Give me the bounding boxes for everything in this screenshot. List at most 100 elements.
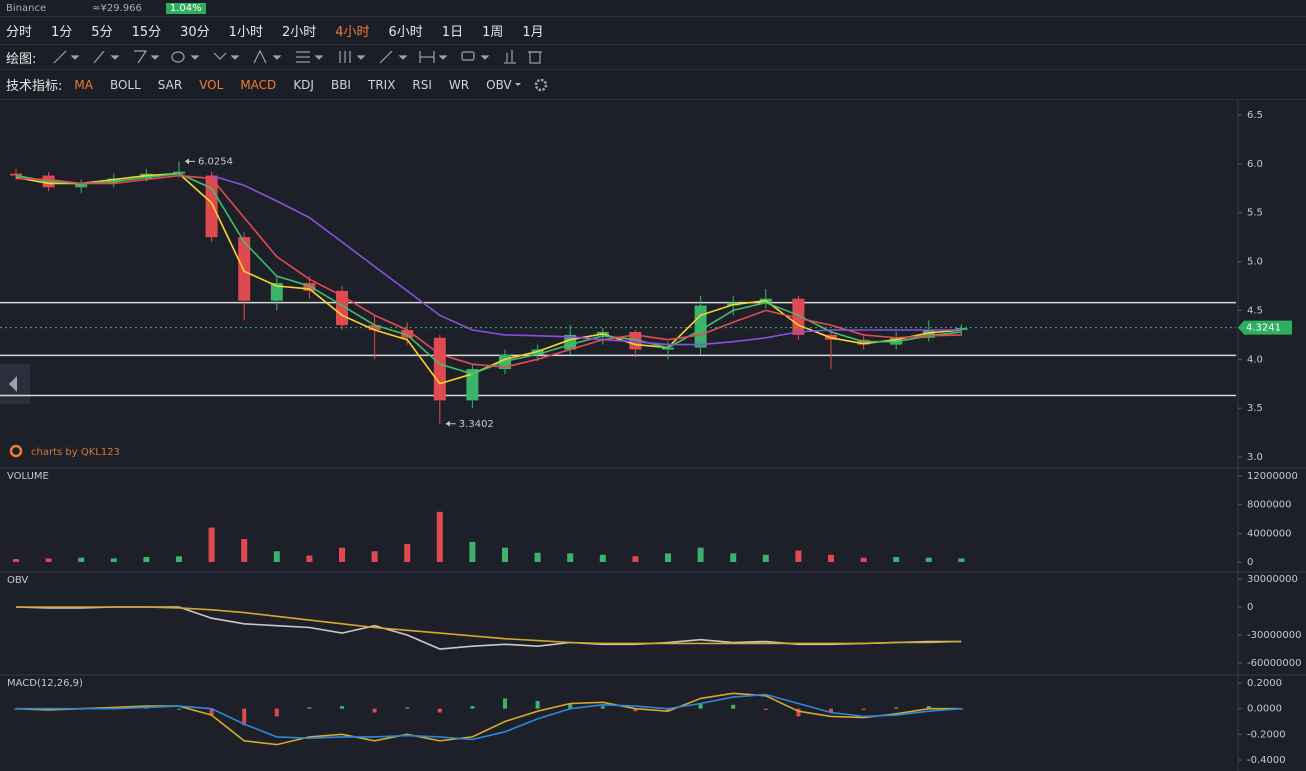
candle-body (368, 325, 381, 330)
timeframe-tab[interactable]: 分时 (6, 25, 33, 40)
indicator-bar: 技术指标: MA BOLL SAR VOL MACD KDJ BBI TRIX RSI WR OBV (0, 70, 1306, 100)
last-price-tag (1238, 320, 1292, 335)
macd-bar (894, 707, 899, 709)
last-price-label: 4.3241 (1246, 323, 1281, 334)
indicator-icons[interactable] (514, 75, 569, 95)
indicator-tab[interactable]: KDJ (293, 77, 314, 92)
indicator-label: 技术指标: (6, 79, 63, 94)
header-bar: Binance ≈¥29.966 1.04% (0, 0, 1306, 17)
timeframe-tab[interactable]: 30分 (180, 25, 210, 40)
volume-bar (502, 547, 508, 562)
indicator-tab[interactable]: OBV (486, 77, 512, 92)
macd-bar (829, 708, 833, 713)
y-tick-label: 0 (1247, 557, 1253, 568)
y-tick-label: 0 (1247, 602, 1253, 613)
macd-bar (405, 707, 410, 709)
macd-bar (242, 708, 247, 726)
timeframe-tab[interactable]: 1月 (522, 25, 544, 40)
timeframe-tab[interactable]: 1周 (482, 25, 504, 40)
ma-line (15, 172, 962, 375)
panel-title: OBV (7, 575, 28, 586)
collapse-button[interactable] (0, 364, 30, 404)
macd-bar (698, 703, 703, 709)
price: ≈¥29.966 (92, 2, 142, 14)
macd-bar (568, 703, 573, 709)
volume-bar (241, 539, 248, 562)
macd-bar (796, 708, 801, 717)
volume-bar (436, 511, 443, 562)
timeframe-tab[interactable]: 4小时 (335, 25, 370, 40)
drawing-bar: 绘图: (0, 45, 1306, 70)
indicator-tab[interactable]: MA (74, 77, 93, 92)
timeframe-tab[interactable]: 1日 (441, 25, 464, 40)
candle-body (238, 237, 251, 301)
volume-bar (860, 557, 867, 562)
drawing-label: 绘图: (6, 51, 37, 67)
extreme-label: 3.3402 (459, 419, 494, 430)
volume-bar (730, 553, 737, 562)
volume-bar (665, 553, 671, 562)
y-tick-label: -0.4000 (1247, 755, 1286, 766)
collapse-arrow[interactable] (9, 376, 17, 392)
candle-body (433, 337, 446, 401)
volume-bar (795, 550, 802, 562)
exchange: Binance (6, 2, 47, 14)
y-tick-label: 0.0000 (1247, 704, 1282, 715)
y-tick-label: 4000000 (1247, 528, 1292, 539)
y-tick-label: 8000000 (1247, 500, 1292, 511)
volume-bar (828, 554, 834, 562)
macd-bar (763, 708, 768, 710)
volume-bar (762, 554, 769, 562)
candle-body (173, 171, 185, 174)
dropdown-caret[interactable] (514, 82, 521, 86)
settings-icon[interactable] (534, 78, 547, 91)
candle-body (10, 173, 22, 176)
volume-bar (306, 555, 313, 562)
macd-bar (503, 698, 507, 709)
volume-bar (632, 556, 639, 562)
chart-background (0, 100, 1306, 771)
volume-bar (893, 556, 900, 562)
macd-bar (340, 706, 344, 709)
timeframe-tab[interactable]: 5分 (91, 25, 113, 40)
indicator-tab[interactable]: RSI (412, 77, 432, 92)
volume-bar (208, 527, 215, 562)
indicator-tab[interactable]: MACD (240, 77, 277, 92)
timeframe-tab[interactable]: 1分 (51, 25, 73, 40)
y-tick-label: -30000000 (1247, 630, 1302, 641)
volume-bar (404, 544, 411, 562)
macd-bar (437, 708, 442, 713)
change-badge: 1.04% (165, 2, 206, 14)
drawing-tools[interactable] (48, 47, 588, 67)
ma-line (211, 174, 962, 346)
volume-bar (143, 556, 150, 562)
y-tick-label: 3.0 (1247, 452, 1263, 463)
indicator-tab[interactable]: SAR (157, 77, 183, 92)
y-tick-label: 30000000 (1247, 574, 1298, 585)
volume-bar (958, 558, 965, 562)
macd-bar (470, 706, 475, 709)
volume-bar (925, 557, 932, 562)
extreme-arrow-head (445, 420, 450, 427)
timeframe-tab[interactable]: 15分 (131, 25, 162, 40)
macd-bar (600, 706, 605, 709)
macd-bar (861, 708, 866, 710)
timeframe-tab[interactable]: 6小时 (388, 25, 423, 40)
watermark-logo (9, 444, 23, 458)
indicator-tab[interactable]: TRIX (367, 77, 396, 92)
candle-body (694, 305, 707, 348)
indicator-tab[interactable]: VOL (199, 77, 224, 92)
indicator-tab[interactable]: BOLL (109, 77, 141, 92)
indicator-tab[interactable]: BBI (330, 77, 351, 92)
timeframe-tab[interactable]: 2小时 (281, 25, 317, 40)
indicator-tab[interactable]: WR (448, 77, 470, 92)
volume-bar (176, 556, 182, 562)
candle-body (662, 347, 674, 350)
volume-bar (45, 558, 52, 562)
ma-line (15, 174, 962, 368)
candle-body (75, 183, 88, 188)
volume-bar (339, 547, 345, 562)
macd-line (16, 693, 962, 741)
timeframe-tab[interactable]: 1小时 (228, 25, 263, 40)
